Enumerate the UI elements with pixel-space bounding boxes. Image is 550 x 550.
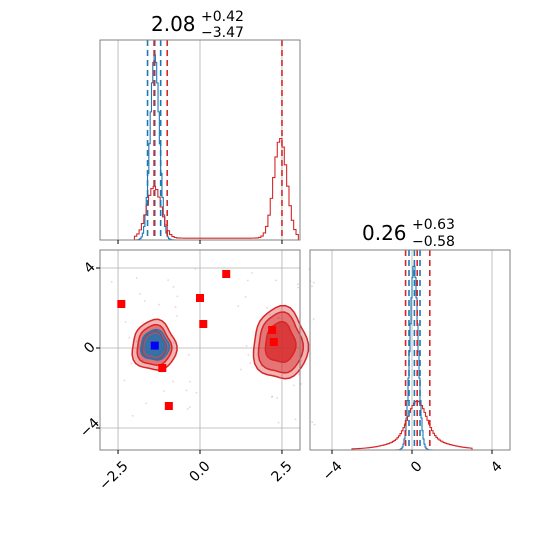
scatter-point — [276, 317, 279, 319]
scatter-point — [296, 283, 299, 286]
scatter-point — [311, 421, 314, 423]
scatter-point — [300, 359, 303, 362]
scatter-point — [312, 281, 315, 284]
marginal-x-panel — [99, 39, 301, 244]
scatter-point — [167, 279, 170, 282]
scatter-point — [110, 281, 113, 283]
tick-label-y: −4 — [77, 415, 103, 441]
scatter-point — [139, 293, 141, 295]
tick-label-y-marginal: 4 — [488, 458, 506, 476]
scatter-point — [128, 336, 131, 339]
title-x-upper: +0.42 — [201, 9, 244, 25]
scatter-point — [278, 316, 281, 319]
title-x-median: 2.08 — [151, 12, 196, 36]
scatter-point — [245, 345, 248, 347]
scatter-point — [124, 321, 127, 323]
title-y-median: 0.26 — [362, 221, 407, 245]
scatter-point — [176, 295, 179, 298]
scatter-point — [312, 318, 315, 320]
title-x: 2.08 +0.42 −3.47 — [151, 9, 244, 41]
scatter-point — [143, 299, 146, 302]
scatter-point — [251, 272, 254, 274]
scatter-point — [276, 397, 279, 399]
scatter-point — [123, 379, 126, 382]
tick-label-x: −2.5 — [96, 458, 131, 493]
marker-square — [199, 320, 208, 328]
scatter-point — [239, 368, 242, 371]
tick-label-y-marginal: 0 — [408, 458, 426, 476]
scatter-point — [293, 384, 295, 387]
scatter-point — [172, 341, 175, 344]
scatter-point — [136, 340, 138, 343]
scatter-point — [275, 279, 277, 282]
scatter-point — [289, 325, 292, 328]
scatter-point — [268, 313, 271, 316]
scatter-point — [246, 279, 249, 282]
marker-square — [222, 270, 231, 278]
scatter-point — [277, 421, 280, 424]
marker-square — [164, 402, 173, 410]
scatter-point — [249, 362, 252, 365]
scatter-point — [313, 423, 316, 426]
scatter-point — [244, 296, 247, 298]
scatter-point — [189, 380, 191, 383]
scatter-point — [174, 306, 177, 309]
tick-label-y-marginal: −4 — [320, 458, 346, 484]
title-y-upper: +0.63 — [412, 217, 455, 233]
scatter-point — [176, 314, 178, 317]
joint-panel — [96, 249, 316, 454]
axes-frame — [309, 249, 511, 451]
scatter-point — [135, 277, 138, 279]
tick-label-y: 4 — [81, 259, 99, 277]
scatter-point — [185, 389, 188, 392]
histogram-blue — [393, 265, 435, 451]
scatter-point — [266, 306, 268, 309]
scatter-point — [188, 406, 191, 408]
scatter-point — [186, 408, 189, 410]
title-x-lower: −3.47 — [201, 25, 244, 41]
title-y-lower: −0.58 — [412, 234, 455, 250]
marker-square — [117, 300, 126, 308]
scatter-point — [237, 305, 240, 307]
scatter-point — [271, 395, 274, 398]
scatter-point — [297, 373, 300, 376]
scatter-point — [158, 303, 160, 306]
marginal-y-panel — [309, 249, 511, 454]
marker-square — [196, 294, 204, 302]
tick-label-x: 0.0 — [187, 458, 214, 485]
scatter-point — [297, 286, 300, 289]
scatter-point — [172, 380, 175, 383]
scatter-point — [130, 362, 133, 365]
scatter-point — [172, 285, 175, 288]
scatter-point — [194, 268, 197, 270]
title-y: 0.26 +0.63 −0.58 — [362, 217, 455, 250]
scatter-point — [311, 285, 313, 288]
scatter-point — [145, 402, 148, 405]
tick-label-y: 0 — [81, 339, 99, 357]
scatter-point — [195, 391, 198, 394]
scatter-point — [141, 359, 144, 362]
marker-square — [158, 364, 167, 372]
median-marker — [150, 341, 159, 350]
marker-square — [268, 326, 277, 334]
scatter-point — [247, 353, 250, 356]
histogram-red — [351, 400, 473, 450]
scatter-point — [131, 414, 134, 417]
scatter-point — [187, 353, 190, 356]
scatter-point — [294, 418, 297, 421]
tick-label-x: 2.5 — [269, 458, 296, 485]
histogram-red — [133, 137, 299, 240]
scatter-point — [163, 390, 165, 392]
marker-square — [269, 338, 278, 346]
